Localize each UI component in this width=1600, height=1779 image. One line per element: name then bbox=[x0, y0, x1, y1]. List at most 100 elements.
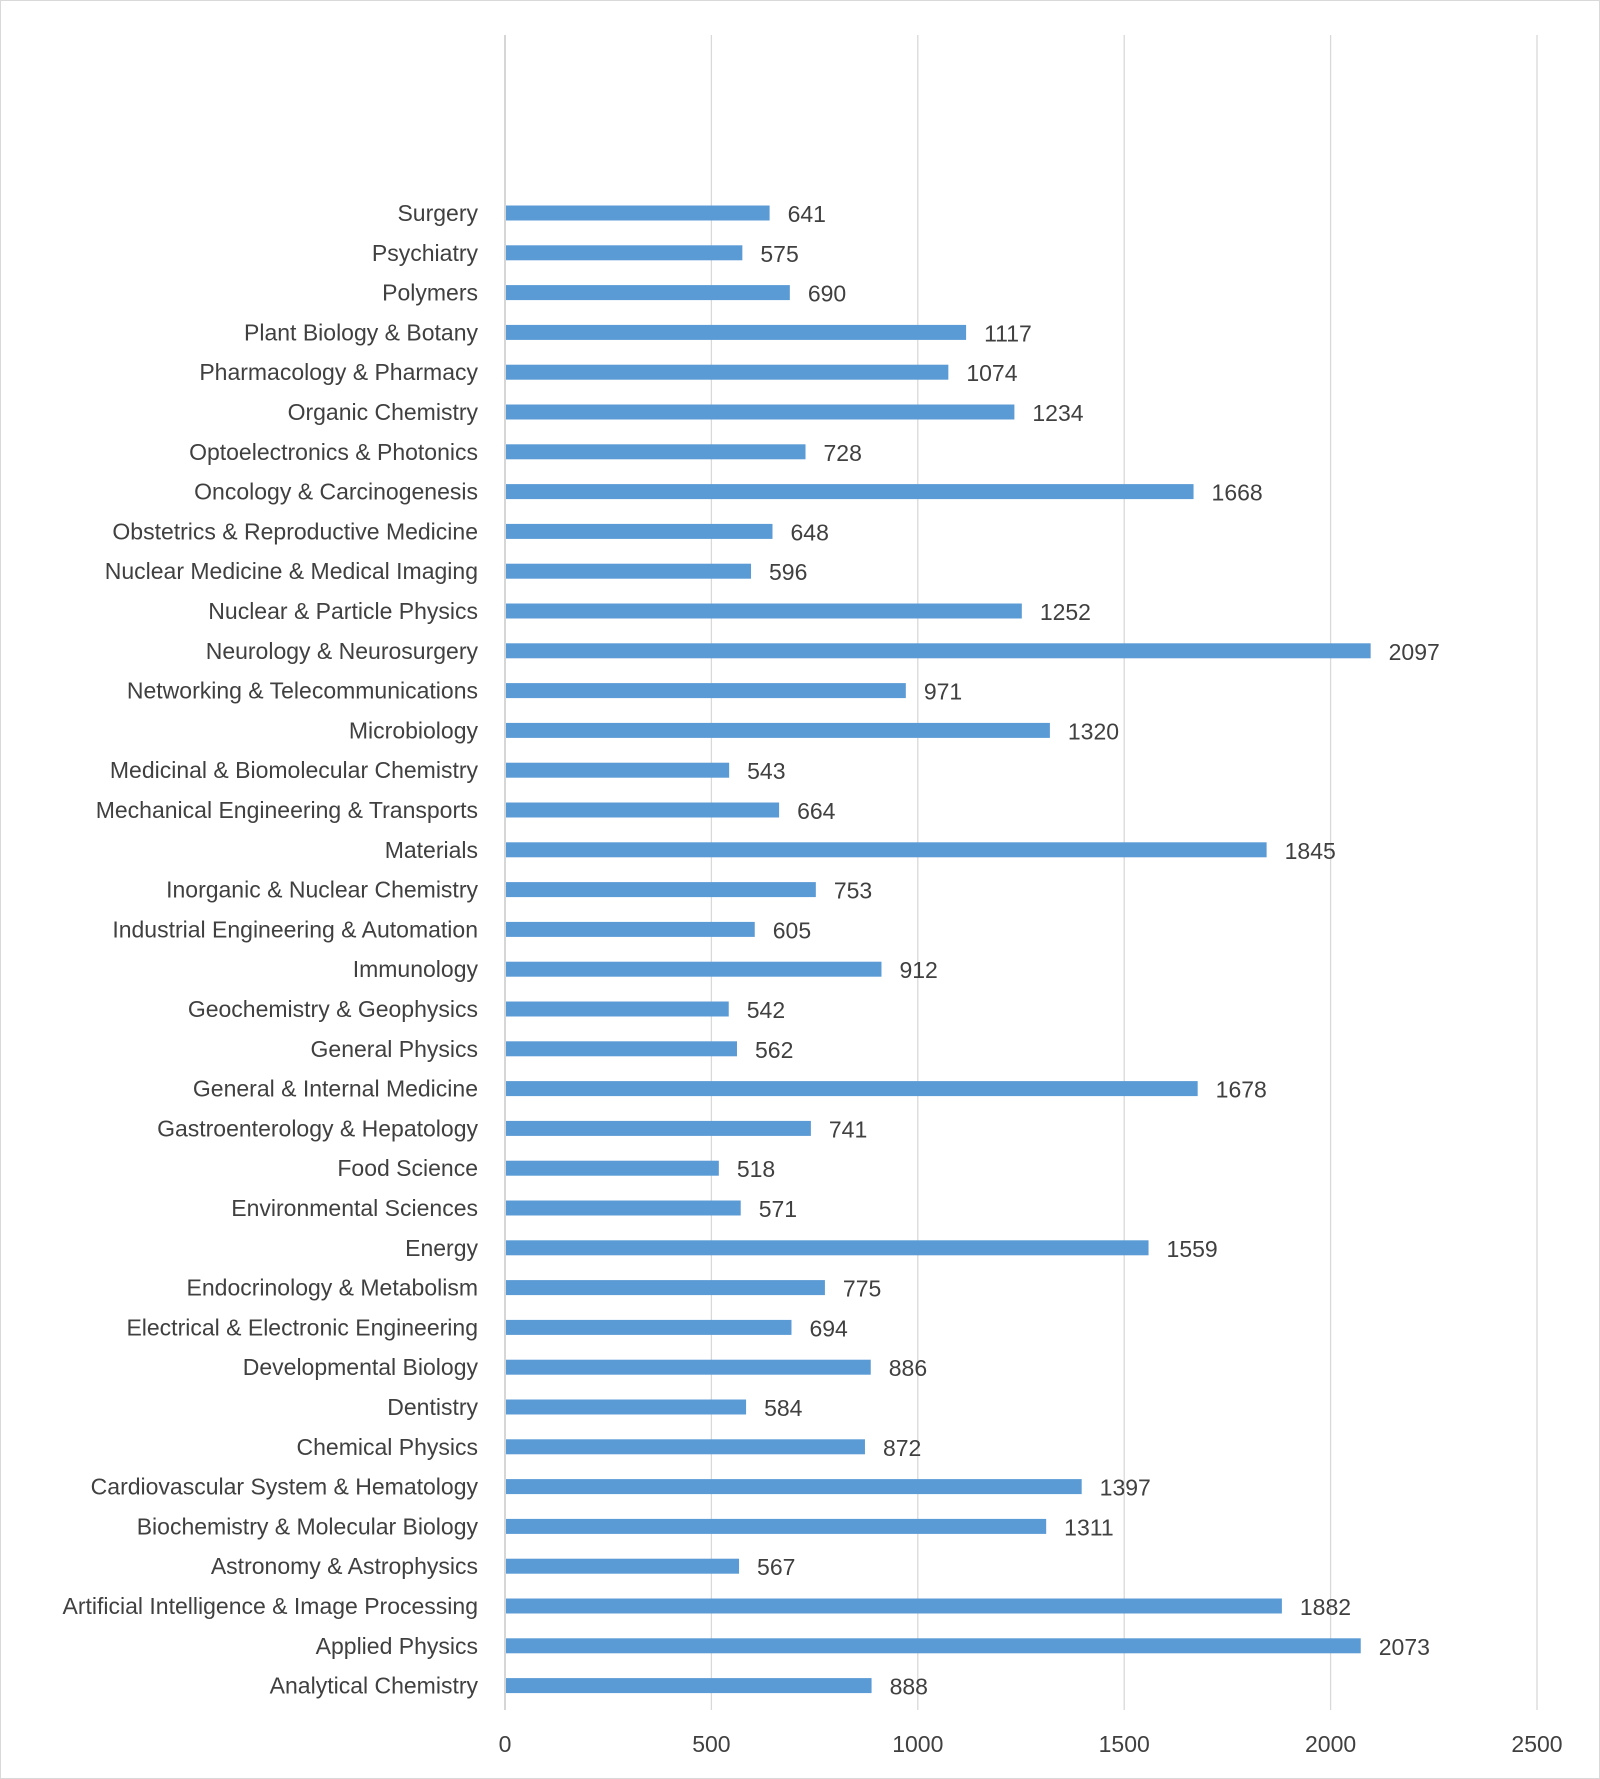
data-label: 912 bbox=[899, 957, 937, 983]
x-tick-label: 500 bbox=[692, 1731, 730, 1757]
category-label: Psychiatry bbox=[372, 240, 479, 266]
x-axis-ticks: 0 500 1000 1500 2000 2500 bbox=[499, 1731, 1563, 1757]
bar bbox=[506, 563, 752, 579]
data-label: 571 bbox=[759, 1196, 797, 1222]
category-label: Polymers bbox=[382, 280, 478, 306]
bar bbox=[506, 1041, 737, 1057]
data-label: 648 bbox=[790, 519, 828, 545]
bar bbox=[506, 1558, 740, 1574]
category-label: Nuclear & Particle Physics bbox=[208, 598, 478, 624]
bar bbox=[506, 603, 1022, 619]
category-label: Analytical Chemistry bbox=[270, 1673, 479, 1699]
bar bbox=[506, 921, 755, 937]
bar bbox=[506, 404, 1015, 420]
bar bbox=[506, 1001, 729, 1017]
data-label: 1252 bbox=[1040, 599, 1091, 625]
category-label: Optoelectronics & Photonics bbox=[189, 439, 478, 465]
data-label: 728 bbox=[824, 440, 862, 466]
gridlines bbox=[504, 35, 1538, 1710]
data-label: 567 bbox=[757, 1554, 795, 1580]
x-tick-label: 1000 bbox=[892, 1731, 943, 1757]
category-label: Astronomy & Astrophysics bbox=[211, 1553, 478, 1579]
bar bbox=[506, 1399, 747, 1415]
bars bbox=[506, 205, 1371, 1694]
category-label: Materials bbox=[385, 837, 478, 863]
category-label: Nuclear Medicine & Medical Imaging bbox=[105, 558, 478, 584]
data-labels: 641 575 690 1117 1074 1234 728 1668 648 596 1252 20… bbox=[737, 201, 1440, 1700]
bar bbox=[506, 1160, 719, 1176]
data-label: 2097 bbox=[1389, 639, 1440, 665]
data-label: 888 bbox=[890, 1674, 928, 1700]
bar bbox=[506, 1439, 865, 1455]
bar bbox=[506, 1319, 792, 1335]
data-label: 872 bbox=[883, 1435, 921, 1461]
data-label: 694 bbox=[809, 1315, 848, 1341]
bar bbox=[506, 643, 1371, 659]
category-label: General Physics bbox=[311, 1036, 478, 1062]
category-label: Organic Chemistry bbox=[288, 399, 479, 425]
data-label: 1320 bbox=[1068, 718, 1119, 744]
category-label: Artificial Intelligence & Image Processi… bbox=[63, 1593, 478, 1619]
bar bbox=[506, 882, 816, 898]
data-label: 753 bbox=[834, 878, 872, 904]
bar bbox=[506, 683, 906, 699]
data-label: 518 bbox=[737, 1156, 775, 1182]
data-label: 542 bbox=[747, 997, 785, 1023]
category-label: Industrial Engineering & Automation bbox=[112, 916, 478, 942]
category-label: Environmental Sciences bbox=[231, 1195, 478, 1221]
category-label: Dentistry bbox=[387, 1394, 478, 1420]
x-tick-label: 2500 bbox=[1511, 1731, 1562, 1757]
category-label: Energy bbox=[405, 1235, 478, 1261]
data-label: 886 bbox=[889, 1355, 927, 1381]
category-label: Endocrinology & Metabolism bbox=[187, 1275, 478, 1301]
bar bbox=[506, 1240, 1149, 1256]
data-label: 971 bbox=[924, 679, 962, 705]
category-label: Mechanical Engineering & Transports bbox=[96, 797, 478, 823]
category-labels: Surgery Psychiatry Polymers Plant Biology &… bbox=[63, 200, 479, 1699]
x-tick-label: 1500 bbox=[1099, 1731, 1150, 1757]
category-label: Inorganic & Nuclear Chemistry bbox=[166, 877, 478, 903]
category-label: Applied Physics bbox=[316, 1633, 478, 1659]
category-label: Surgery bbox=[397, 200, 478, 226]
bar bbox=[506, 523, 773, 539]
data-label: 1117 bbox=[984, 320, 1032, 346]
x-tick-label: 2000 bbox=[1305, 1731, 1356, 1757]
bar bbox=[506, 324, 967, 340]
category-label: Electrical & Electronic Engineering bbox=[126, 1314, 478, 1340]
bar bbox=[506, 762, 730, 778]
data-label: 575 bbox=[760, 241, 798, 267]
bar bbox=[506, 1479, 1082, 1495]
category-label: Oncology & Carcinogenesis bbox=[194, 479, 478, 505]
data-label: 1882 bbox=[1300, 1594, 1351, 1620]
x-tick-label: 0 bbox=[499, 1731, 512, 1757]
bar bbox=[506, 285, 790, 301]
data-label: 1678 bbox=[1216, 1077, 1267, 1103]
bar bbox=[506, 802, 780, 818]
bar bbox=[506, 1200, 741, 1216]
data-label: 584 bbox=[764, 1395, 803, 1421]
category-label: General & Internal Medicine bbox=[193, 1076, 478, 1102]
data-label: 2073 bbox=[1379, 1634, 1430, 1660]
data-label: 1234 bbox=[1032, 400, 1083, 426]
bar bbox=[506, 961, 882, 977]
data-label: 1074 bbox=[966, 360, 1017, 386]
category-label: Obstetrics & Reproductive Medicine bbox=[112, 518, 478, 544]
data-label: 1668 bbox=[1212, 480, 1263, 506]
data-label: 605 bbox=[773, 917, 811, 943]
bar bbox=[506, 1120, 811, 1136]
category-label: Neurology & Neurosurgery bbox=[206, 638, 479, 664]
data-label: 1559 bbox=[1167, 1236, 1218, 1262]
data-label: 1397 bbox=[1100, 1475, 1151, 1501]
bar bbox=[506, 842, 1267, 858]
category-label: Immunology bbox=[353, 956, 479, 982]
category-label: Plant Biology & Botany bbox=[244, 319, 478, 345]
category-label: Biochemistry & Molecular Biology bbox=[137, 1513, 479, 1539]
data-label: 1311 bbox=[1064, 1514, 1113, 1540]
category-label: Geochemistry & Geophysics bbox=[188, 996, 478, 1022]
bar bbox=[506, 444, 806, 460]
data-label: 741 bbox=[829, 1116, 867, 1142]
category-label: Chemical Physics bbox=[297, 1434, 479, 1460]
bar bbox=[506, 1638, 1361, 1654]
data-label: 543 bbox=[747, 758, 785, 784]
